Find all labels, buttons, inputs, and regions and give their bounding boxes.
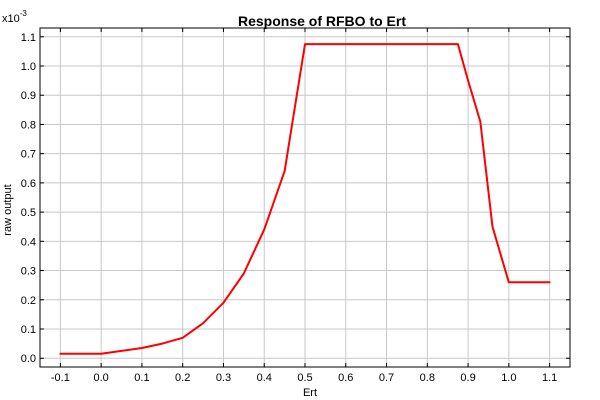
y-tick-label: 0.1: [21, 324, 36, 336]
y-multiplier-base: x10: [2, 13, 20, 25]
x-tick-label: 0.7: [379, 372, 394, 384]
ticks: [40, 28, 570, 367]
series-layer: [59, 43, 551, 355]
y-multiplier-exponent: -3: [20, 9, 28, 18]
x-tick-label: 0.5: [297, 372, 312, 384]
y-tick-label: 0.0: [21, 353, 36, 365]
y-axis-label: raw output: [2, 184, 14, 235]
y-multiplier: x10-3: [2, 9, 27, 25]
chart-title: Response of RFBO to Ert: [238, 13, 406, 29]
y-tick-label: 0.3: [21, 266, 36, 278]
x-tick-label: -0.1: [51, 372, 70, 384]
x-tick-label: 0.4: [257, 372, 272, 384]
x-tick-label: 1.1: [542, 372, 557, 384]
y-tick-label: 0.7: [21, 149, 36, 161]
x-tick-label: 0.1: [134, 372, 149, 384]
y-tick-label: 0.4: [21, 236, 36, 248]
grid: [40, 28, 570, 367]
tick-labels: -0.1 0.0 0.1 0.2 0.3 0.4 0.5 0.6 0.7 0.8 0.9 1.0 1.1…: [21, 32, 558, 384]
y-tick-label: 0.6: [21, 178, 36, 190]
x-tick-label: 0.0: [94, 372, 109, 384]
x-tick-label: 1.0: [501, 372, 516, 384]
x-axis-label: Ert: [303, 387, 317, 399]
y-tick-label: 1.0: [21, 61, 36, 73]
x-tick-label: 0.2: [175, 372, 190, 384]
y-tick-label: 0.8: [21, 119, 36, 131]
x-tick-label: 0.9: [460, 372, 475, 384]
y-tick-label: 0.2: [21, 295, 36, 307]
x-tick-label: 0.3: [216, 372, 231, 384]
y-tick-label: 0.5: [21, 207, 36, 219]
x-tick-label: 0.6: [338, 372, 353, 384]
y-tick-label: 1.1: [21, 32, 36, 44]
x-tick-label: 0.8: [420, 372, 435, 384]
y-tick-label: 0.9: [21, 90, 36, 102]
series-line: [59, 43, 551, 355]
